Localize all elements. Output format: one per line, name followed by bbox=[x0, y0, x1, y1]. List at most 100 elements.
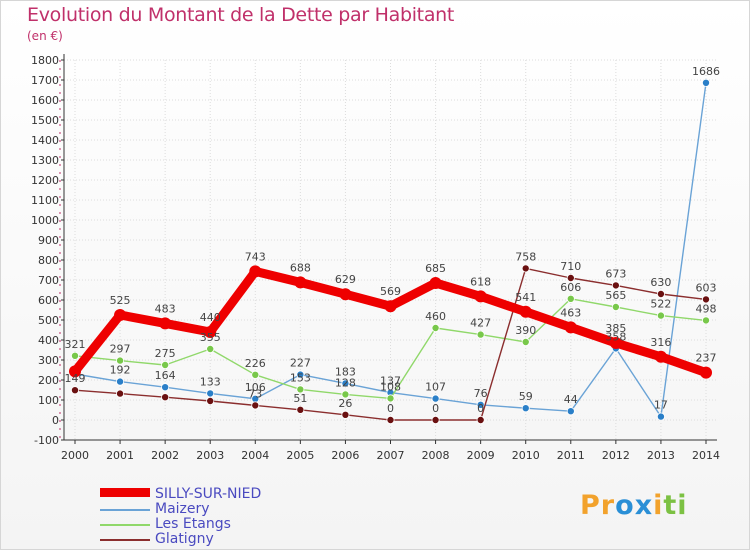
data-point bbox=[296, 370, 305, 379]
data-point bbox=[566, 294, 575, 303]
data-label: 685 bbox=[425, 262, 446, 275]
data-point bbox=[116, 356, 125, 365]
logo-letter: r bbox=[600, 490, 616, 521]
data-label: 0 bbox=[387, 402, 394, 415]
data-label: 183 bbox=[335, 365, 356, 378]
data-point bbox=[206, 389, 215, 398]
legend-label-les-etangs: Les Etangs bbox=[155, 516, 231, 532]
data-label: 73 bbox=[248, 387, 262, 400]
data-label: 164 bbox=[155, 369, 176, 382]
data-label: 427 bbox=[470, 317, 491, 330]
data-point bbox=[71, 351, 80, 360]
y-tick-label: 1700 bbox=[31, 74, 59, 87]
y-tick-label: 400 bbox=[38, 334, 59, 347]
data-point bbox=[702, 316, 711, 325]
data-label: 26 bbox=[338, 397, 352, 410]
y-tick-label: 600 bbox=[38, 294, 59, 307]
data-point bbox=[204, 326, 217, 338]
data-label: 390 bbox=[515, 324, 536, 337]
y-tick-label: 1500 bbox=[31, 114, 59, 127]
data-point bbox=[251, 401, 260, 410]
data-label: 227 bbox=[290, 357, 311, 370]
data-label: 618 bbox=[470, 275, 491, 288]
data-point bbox=[656, 311, 665, 320]
data-label: 525 bbox=[110, 294, 131, 307]
data-label: 385 bbox=[605, 322, 626, 335]
data-label: 275 bbox=[155, 347, 176, 360]
data-label: 0 bbox=[432, 402, 439, 415]
y-tick-label: 1300 bbox=[31, 154, 59, 167]
data-point bbox=[702, 78, 711, 87]
data-point bbox=[341, 390, 350, 399]
x-tick-label: 2014 bbox=[692, 449, 720, 462]
data-label: 108 bbox=[380, 380, 401, 393]
data-point bbox=[702, 295, 711, 304]
data-point bbox=[296, 385, 305, 394]
data-label: 297 bbox=[110, 343, 131, 356]
data-label: 1686 bbox=[692, 65, 720, 78]
logo-letter: P bbox=[580, 490, 601, 521]
data-point bbox=[249, 265, 262, 278]
data-label: 59 bbox=[519, 390, 533, 403]
data-point bbox=[69, 365, 81, 378]
legend-item-les-etangs: Les Etangs bbox=[100, 516, 340, 533]
data-point bbox=[386, 415, 395, 424]
data-point bbox=[114, 309, 127, 321]
y-tick-label: 1600 bbox=[31, 94, 59, 107]
y-tick-label: 1000 bbox=[31, 214, 59, 227]
data-point bbox=[521, 264, 530, 273]
proxiti-logo: Proxiti bbox=[580, 490, 688, 521]
y-tick-label: 0 bbox=[52, 414, 59, 427]
data-point bbox=[161, 393, 170, 402]
data-label: 710 bbox=[560, 260, 581, 273]
data-label: 76 bbox=[474, 387, 488, 400]
x-tick-label: 2009 bbox=[467, 449, 495, 462]
data-label: 758 bbox=[515, 250, 536, 263]
chart-title: Evolution du Montant de la Dette par Hab… bbox=[27, 4, 455, 26]
x-tick-label: 2000 bbox=[61, 449, 89, 462]
y-tick-label: 1200 bbox=[31, 174, 59, 187]
x-tick-label: 2004 bbox=[241, 449, 269, 462]
logo-letter: o bbox=[615, 490, 635, 521]
data-label: 133 bbox=[200, 375, 221, 388]
legend-swatch-silly bbox=[100, 488, 150, 497]
data-point bbox=[294, 276, 307, 289]
data-point bbox=[519, 305, 532, 318]
x-tick-label: 2011 bbox=[557, 449, 585, 462]
data-point bbox=[431, 415, 440, 424]
y-tick-label: 900 bbox=[38, 234, 59, 247]
data-label: 603 bbox=[696, 281, 717, 294]
data-label: 688 bbox=[290, 261, 311, 274]
x-tick-label: 2006 bbox=[331, 449, 359, 462]
data-label: 316 bbox=[650, 336, 671, 349]
data-point bbox=[116, 377, 125, 386]
data-label: 630 bbox=[650, 276, 671, 289]
data-point bbox=[161, 383, 170, 392]
legend-item-silly: SILLY-SUR-NIED bbox=[100, 486, 340, 503]
data-point bbox=[521, 404, 530, 413]
data-point bbox=[566, 407, 575, 416]
legend-label-silly: SILLY-SUR-NIED bbox=[155, 486, 262, 502]
data-label: 673 bbox=[605, 267, 626, 280]
x-tick-label: 2005 bbox=[286, 449, 314, 462]
data-point bbox=[296, 405, 305, 414]
data-point bbox=[611, 281, 620, 290]
legend-label-glatigny: Glatigny bbox=[155, 531, 214, 547]
legend: SILLY-SUR-NIED Maizery Les Etangs Glatig… bbox=[100, 486, 340, 548]
data-label: 358 bbox=[605, 330, 626, 343]
data-label: 565 bbox=[605, 289, 626, 302]
data-label: 440 bbox=[200, 311, 221, 324]
legend-swatch-les-etangs bbox=[100, 524, 150, 526]
data-label: 153 bbox=[290, 371, 311, 384]
data-point bbox=[341, 379, 350, 388]
data-label: 541 bbox=[515, 291, 536, 304]
x-tick-label: 2003 bbox=[196, 449, 224, 462]
chart-subtitle: (en €) bbox=[27, 29, 63, 43]
y-tick-label: 700 bbox=[38, 274, 59, 287]
data-point bbox=[476, 330, 485, 339]
logo-letter: t bbox=[663, 490, 678, 521]
legend-item-glatigny: Glatigny bbox=[100, 531, 340, 548]
data-label: 106 bbox=[245, 381, 266, 394]
data-label: 17 bbox=[654, 399, 668, 412]
